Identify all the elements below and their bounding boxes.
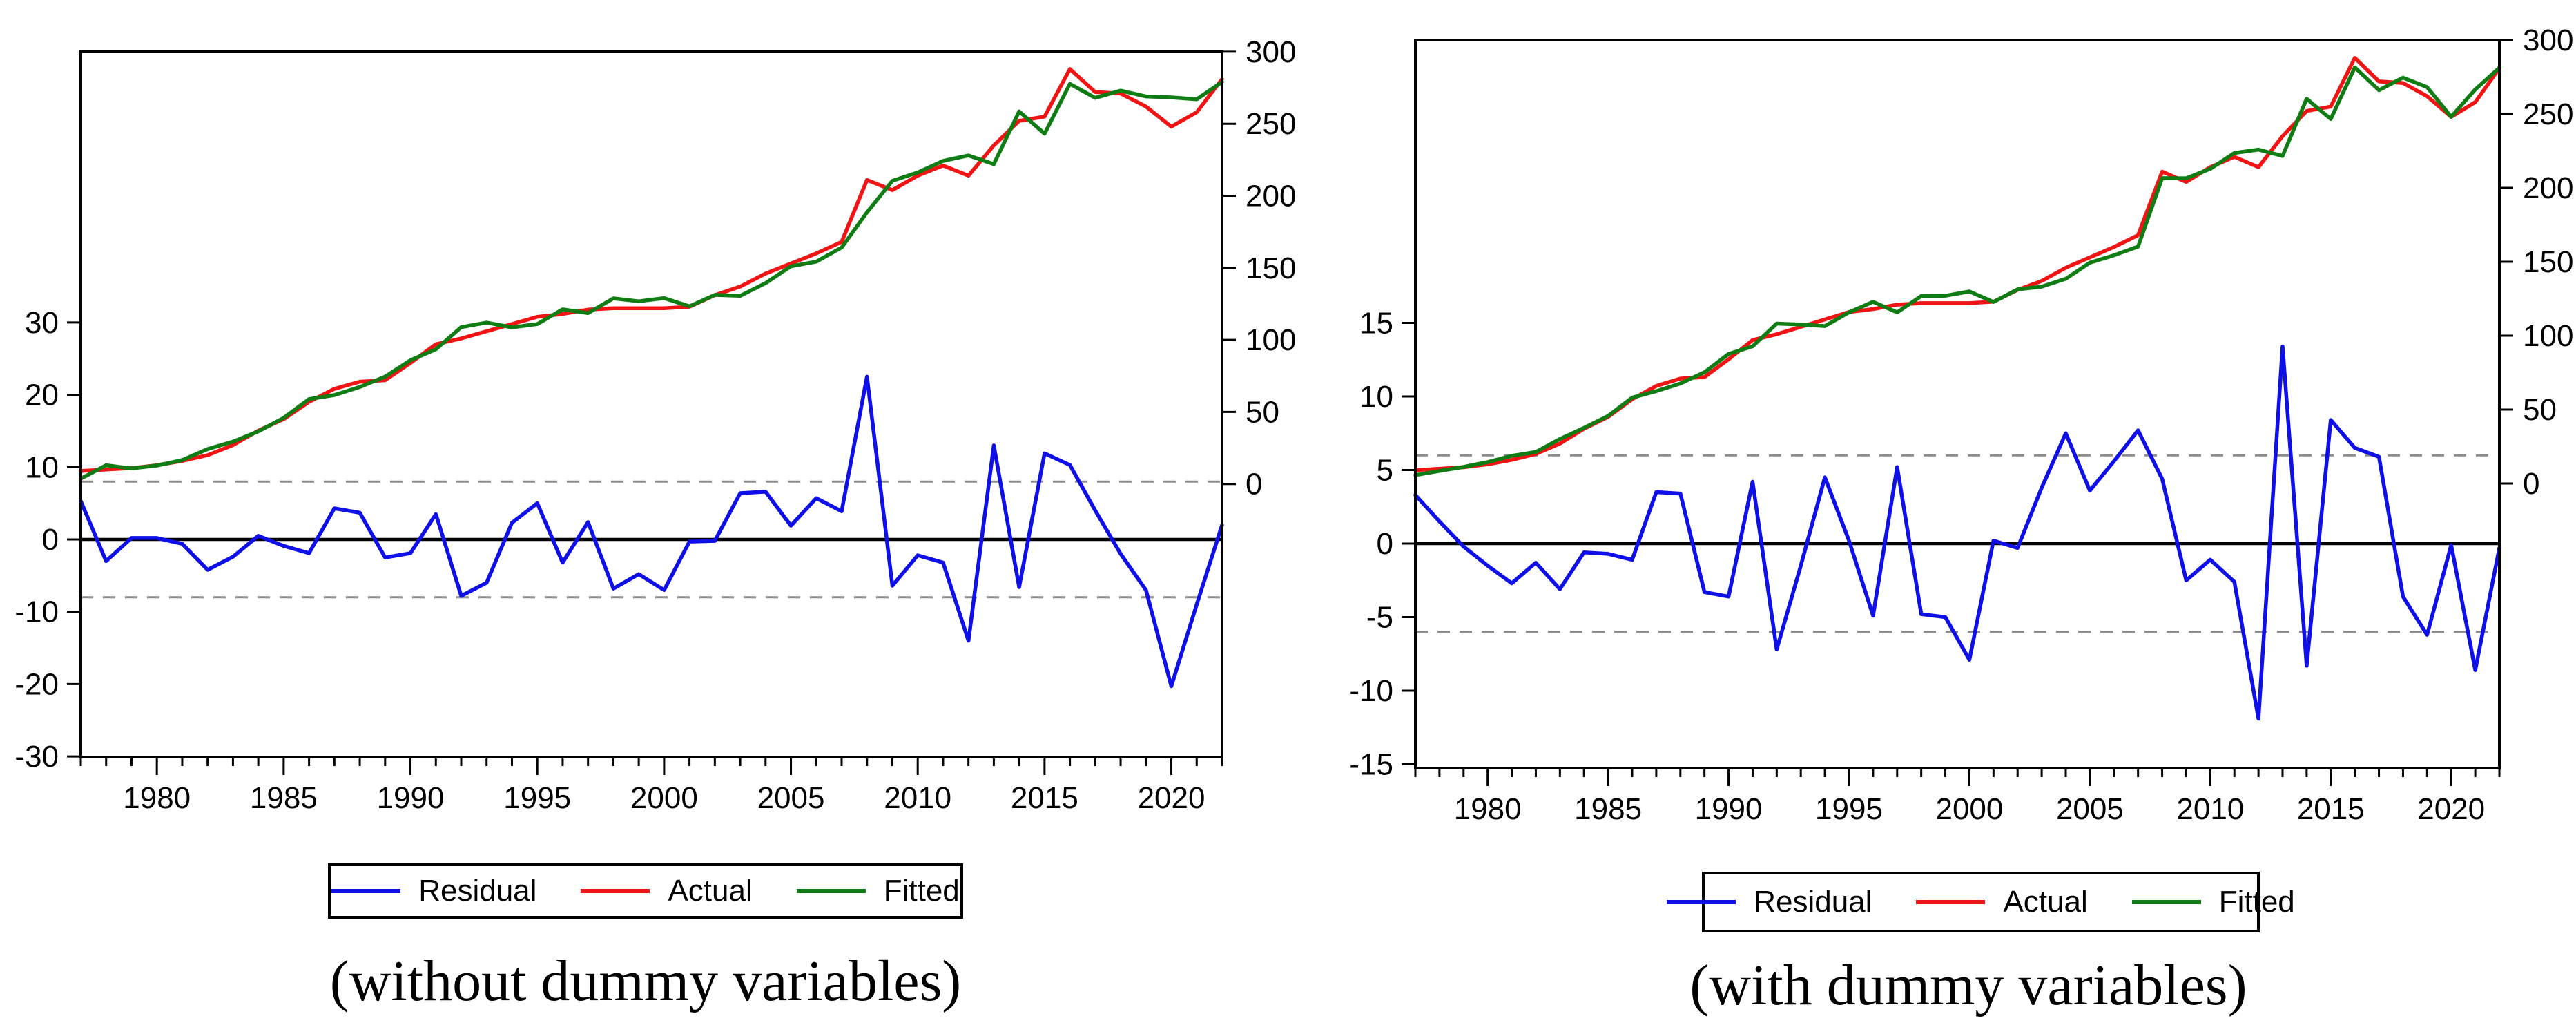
left-axis-tick-label: 0 bbox=[42, 523, 59, 557]
left-axis-tick-label: 0 bbox=[1377, 527, 1393, 561]
left-axis-tick-label: -15 bbox=[1349, 748, 1393, 782]
fitted-line bbox=[1413, 65, 2501, 477]
left-axis-tick-label: 20 bbox=[25, 379, 59, 412]
chart-with-dummies: 1980 1985 1990 1995 2000 2005 2010 2015 20201510… bbox=[1349, 23, 2573, 826]
right-axis-tick-label: 300 bbox=[1246, 35, 1296, 69]
legend-item-actual: Actual bbox=[1916, 885, 2088, 919]
right-axis-tick-label: 250 bbox=[1246, 107, 1296, 141]
left-axis-tick-label: -10 bbox=[1349, 674, 1393, 708]
x-axis: 1980 1985 1990 1995 2000 2005 2010 2015 2020 bbox=[1414, 768, 2501, 826]
residual-line bbox=[79, 374, 1224, 689]
left-axis-tick-label: -20 bbox=[14, 667, 59, 701]
legend-with-dummies: Residual Actual Fitted bbox=[1667, 872, 2295, 932]
actual-line-swatch-icon bbox=[1916, 900, 1986, 904]
actual-line bbox=[1413, 55, 2501, 472]
left-axis-tick-label: 30 bbox=[25, 306, 59, 340]
x-tick-label: 1980 bbox=[123, 781, 191, 815]
x-tick-label: 2020 bbox=[1138, 781, 1205, 815]
fitted-line-swatch-icon bbox=[796, 889, 866, 893]
right-axis-tick-label: 300 bbox=[2523, 23, 2573, 57]
right-axis-tick-label: 250 bbox=[2523, 97, 2573, 131]
left-axis: 30 20 10 0 -10 -20 -30 bbox=[14, 306, 81, 774]
left-axis-tick-label: 5 bbox=[1377, 454, 1393, 488]
plot-frame bbox=[79, 50, 1223, 758]
right-axis-tick-label: 0 bbox=[1246, 468, 1262, 501]
right-axis-tick-label: 0 bbox=[2523, 467, 2539, 501]
x-tick-label: 1990 bbox=[1695, 792, 1763, 826]
legend-item-label: Residual bbox=[418, 874, 537, 908]
left-axis-tick-label: 10 bbox=[25, 450, 59, 484]
left-axis-tick-label: -30 bbox=[14, 740, 59, 774]
legend-item-fitted: Fitted bbox=[796, 874, 960, 908]
left-axis-tick-label: 15 bbox=[1359, 307, 1393, 341]
legend-item-fitted: Fitted bbox=[2131, 885, 2295, 919]
legend-item-label: Actual bbox=[2003, 885, 2088, 919]
residual-line bbox=[1413, 344, 2501, 721]
x-tick-label: 1980 bbox=[1454, 792, 1522, 826]
fitted-line bbox=[79, 79, 1224, 481]
right-axis-tick-label: 150 bbox=[2523, 245, 2573, 279]
chart-caption-with-dummies: (with dummy variables) bbox=[1689, 953, 2247, 1017]
left-axis-tick-label: -5 bbox=[1366, 601, 1393, 635]
x-tick-label: 2020 bbox=[2417, 792, 2485, 826]
right-axis-tick-label: 150 bbox=[1246, 251, 1296, 285]
x-tick-label: 1995 bbox=[503, 781, 571, 815]
fitted-line-swatch-icon bbox=[2131, 900, 2201, 904]
x-tick-label: 1995 bbox=[1815, 792, 1883, 826]
legend-item-label: Fitted bbox=[883, 874, 960, 908]
x-tick-label: 2005 bbox=[757, 781, 825, 815]
x-tick-label: 2000 bbox=[1935, 792, 2003, 826]
right-axis: 300 250 200 150 100 50 0 bbox=[2499, 23, 2573, 501]
legend-item-label: Fitted bbox=[2218, 885, 2295, 919]
right-axis-tick-label: 200 bbox=[2523, 171, 2573, 205]
x-tick-label: 2015 bbox=[2297, 792, 2365, 826]
x-tick-label: 2000 bbox=[630, 781, 698, 815]
x-tick-label: 2010 bbox=[884, 781, 951, 815]
legend-item-actual: Actual bbox=[581, 874, 753, 908]
right-axis-tick-label: 100 bbox=[1246, 323, 1296, 357]
left-axis-tick-label: 10 bbox=[1359, 380, 1393, 414]
legend-item-residual: Residual bbox=[1667, 887, 1872, 917]
left-axis-tick-label: -10 bbox=[14, 595, 59, 629]
plot-frame bbox=[1414, 39, 2501, 769]
x-tick-label: 2005 bbox=[2056, 792, 2124, 826]
actual-line bbox=[79, 67, 1224, 473]
right-axis-tick-label: 50 bbox=[1246, 395, 1279, 429]
x-axis: 1980 1985 1990 1995 2000 2005 2010 2015 2020 bbox=[79, 757, 1223, 815]
left-axis: 15 10 5 0 -5 -10 -15 bbox=[1349, 307, 1415, 782]
x-tick-label: 2015 bbox=[1011, 781, 1078, 815]
residual-line-swatch-icon bbox=[331, 889, 401, 893]
actual-line-swatch-icon bbox=[581, 889, 650, 893]
legend-item-label: Residual bbox=[1754, 885, 1872, 919]
x-tick-label: 2010 bbox=[2176, 792, 2244, 826]
right-axis-tick-label: 200 bbox=[1246, 180, 1296, 213]
right-axis-tick-label: 100 bbox=[2523, 319, 2573, 353]
right-axis: 300 250 200 150 100 50 0 bbox=[1222, 35, 1296, 501]
legend-without-dummies: Residual Actual Fitted bbox=[328, 863, 963, 919]
chart-without-dummies: 1980 1985 1990 1995 2000 2005 2010 2015 20203020… bbox=[14, 35, 1296, 815]
legend-item-label: Actual bbox=[668, 874, 753, 908]
residual-line-swatch-icon bbox=[1667, 900, 1736, 904]
legend-item-residual: Residual bbox=[331, 876, 536, 906]
chart-caption-without-dummies: (without dummy variables) bbox=[329, 949, 962, 1013]
x-tick-label: 1985 bbox=[1574, 792, 1642, 826]
x-tick-label: 1985 bbox=[250, 781, 318, 815]
x-tick-label: 1990 bbox=[377, 781, 445, 815]
right-axis-tick-label: 50 bbox=[2523, 393, 2557, 427]
